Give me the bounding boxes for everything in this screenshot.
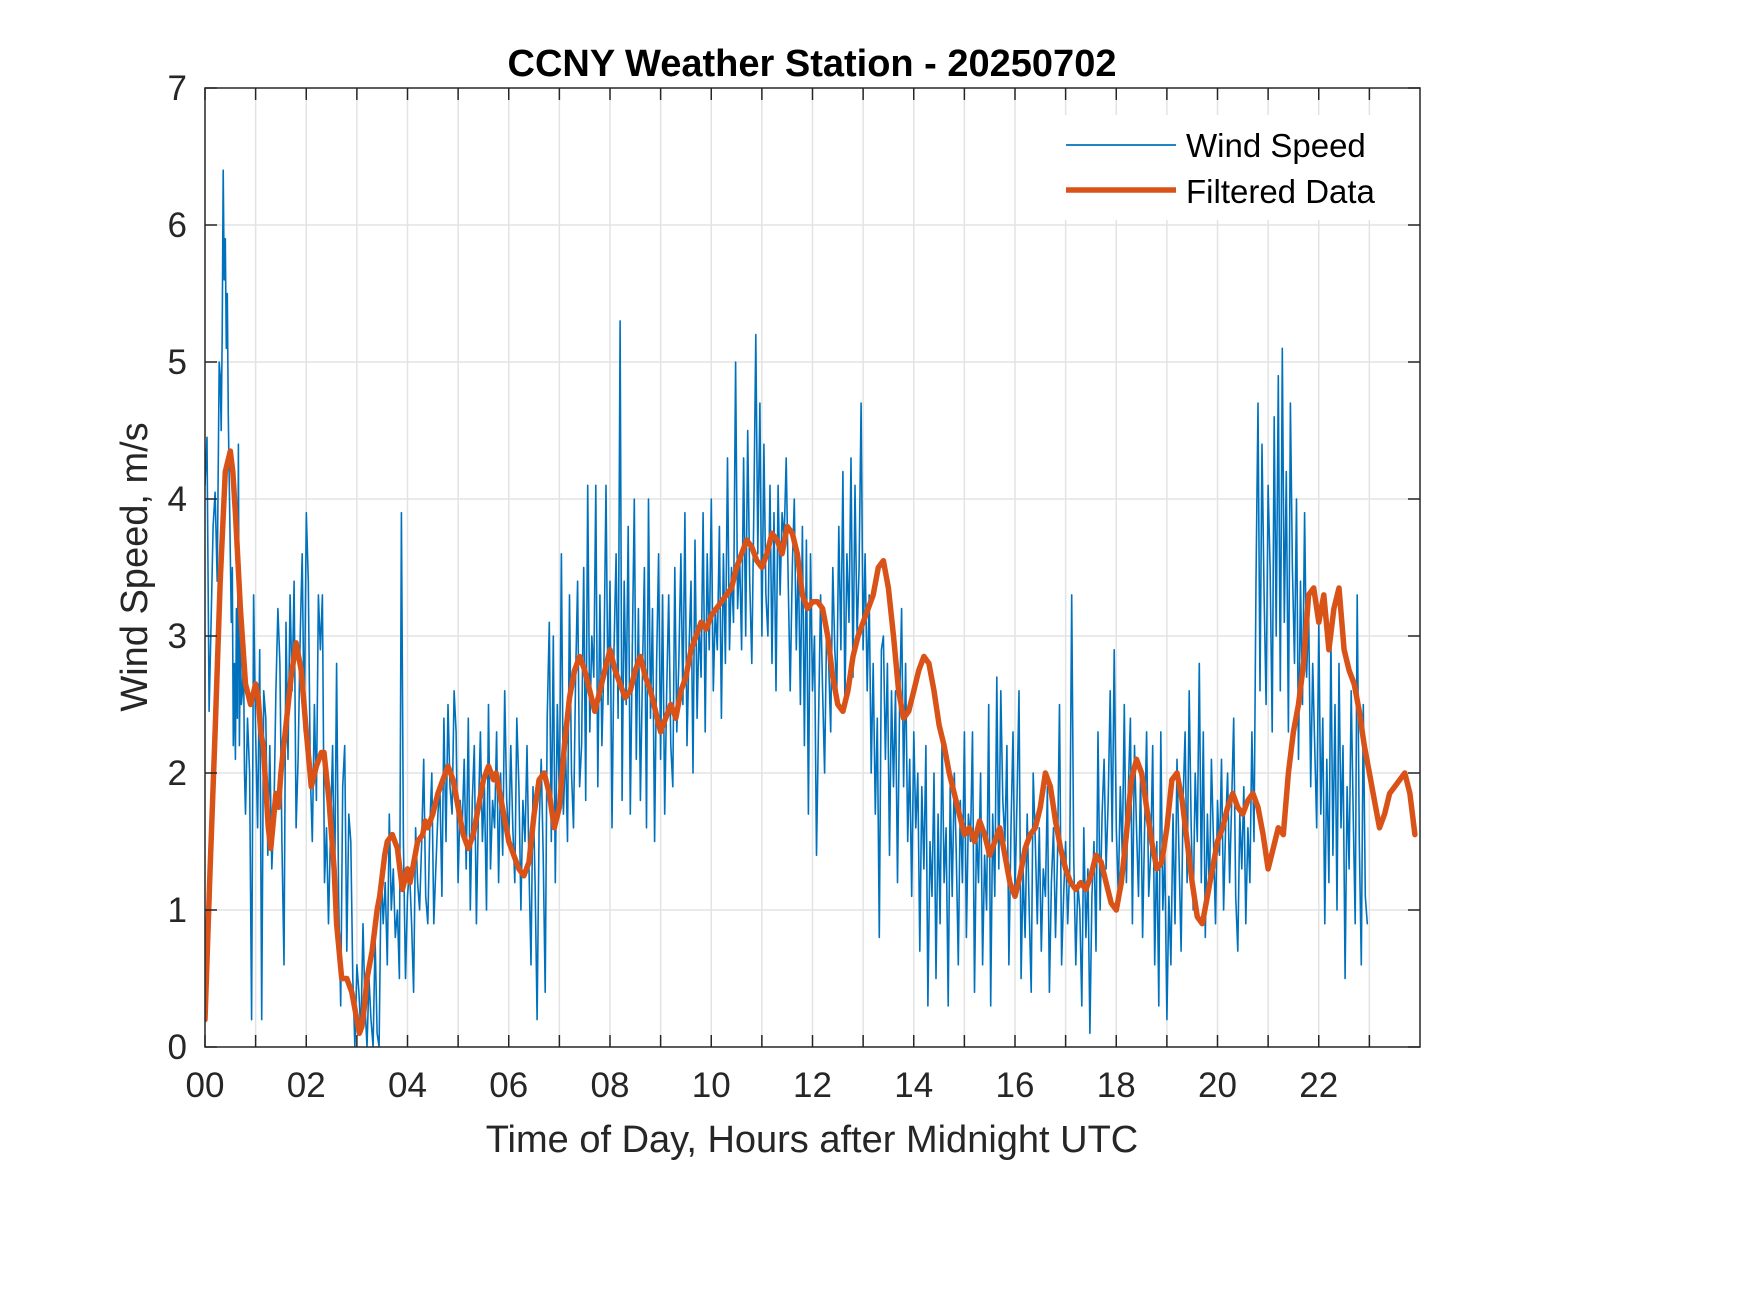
x-tick-label: 14 [894,1066,933,1105]
series-filtered-data-line [205,448,1418,1037]
y-tick-label: 3 [168,617,187,656]
series-layer [205,169,1418,1047]
x-tick-label: 16 [996,1066,1035,1105]
y-axis-label: Wind Speed, m/s [114,422,156,711]
axis-ticks [204,87,1420,1048]
grid-lines [205,88,1420,1047]
y-tick-label: 0 [168,1028,187,1067]
x-tick-label: 20 [1198,1066,1237,1105]
y-tick-label: 7 [168,69,187,108]
x-tick-label: 22 [1299,1066,1338,1105]
y-tick-label: 5 [168,343,187,382]
legend: Wind Speed Filtered Data [1050,115,1410,220]
x-tick-label: 00 [186,1066,225,1105]
legend-label-filtered-data: Filtered Data [1186,173,1376,210]
x-tick-label: 06 [489,1066,528,1105]
x-tick-label: 12 [793,1066,832,1105]
y-tick-label: 4 [168,480,187,519]
legend-label-wind-speed: Wind Speed [1186,127,1366,164]
x-tick-label: 18 [1097,1066,1136,1105]
legend-box [1050,115,1410,220]
x-tick-label: 02 [287,1066,326,1105]
y-tick-label: 6 [168,206,187,245]
x-axis-label: Time of Day, Hours after Midnight UTC [486,1119,1139,1161]
x-tick-label: 10 [692,1066,731,1105]
x-tick-label: 04 [388,1066,427,1105]
x-tick-label: 08 [591,1066,630,1105]
chart-title: CCNY Weather Station - 20250702 [508,43,1117,85]
series-wind-speed-line [205,169,1369,1047]
y-tick-label: 2 [168,754,187,793]
y-tick-label: 1 [168,891,187,930]
